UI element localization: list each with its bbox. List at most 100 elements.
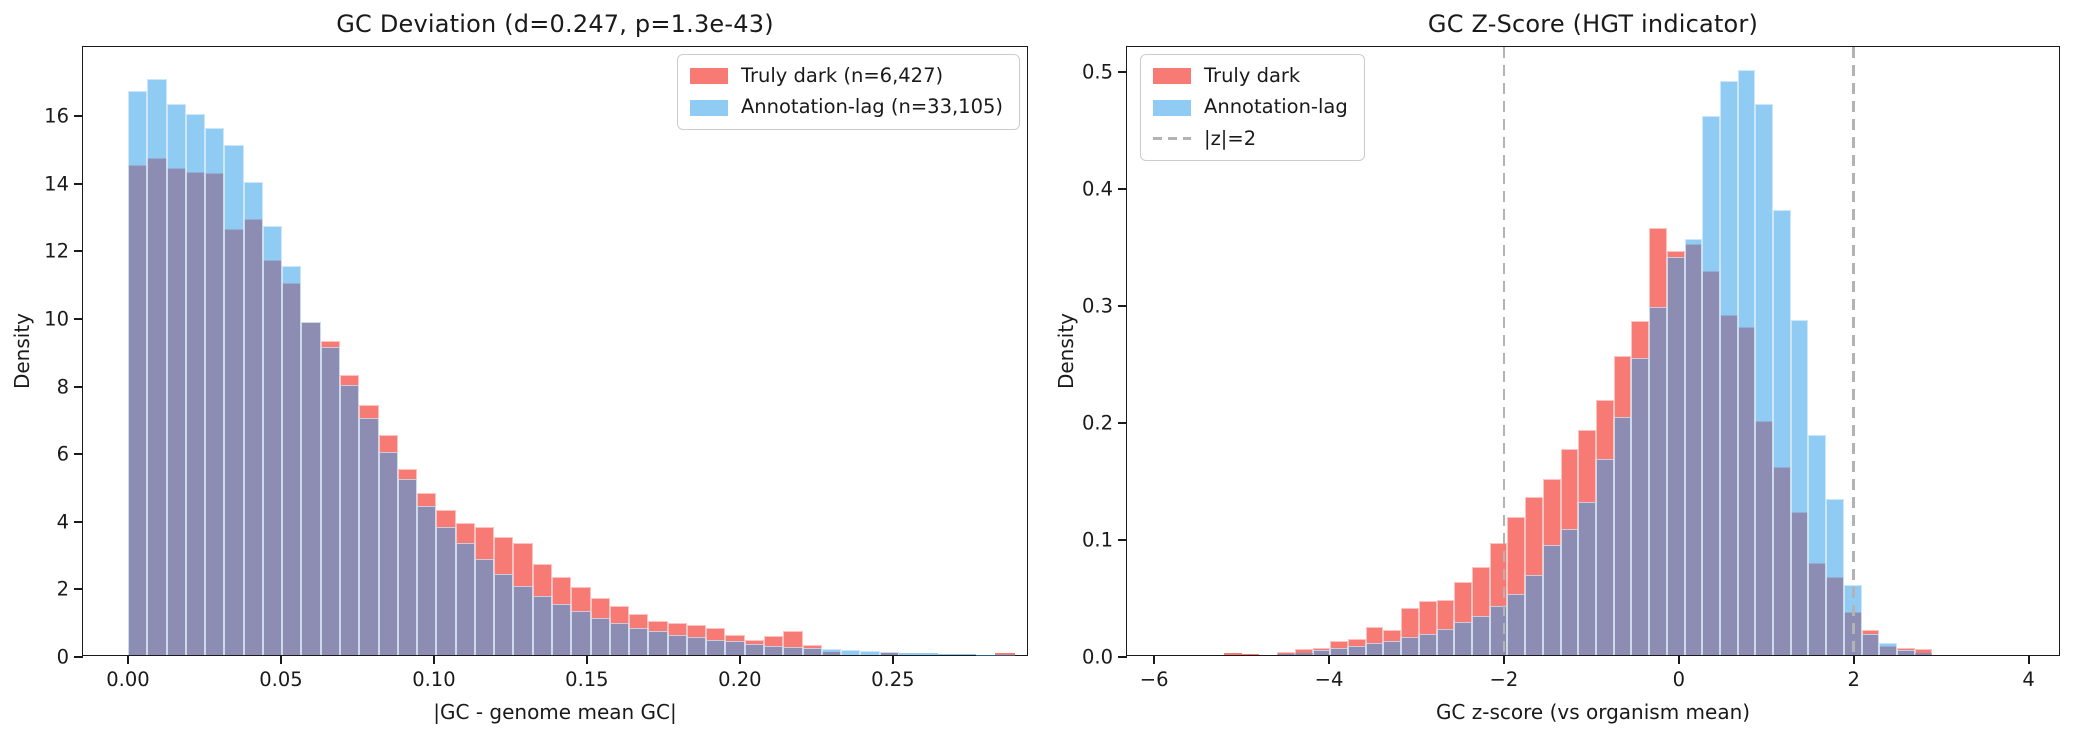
hist-bar-annotation-lag-n-33-105 — [879, 651, 899, 655]
hist-bar-annotation-lag-n-33-105 — [783, 646, 803, 655]
hist-bar-annotation-lag — [1914, 652, 1933, 655]
hist-bar-truly-dark — [1843, 611, 1862, 655]
hist-bar-annotation-lag — [1525, 575, 1543, 655]
hist-bar-truly-dark — [1330, 640, 1349, 655]
hist-bar-truly-dark — [1719, 315, 1738, 655]
chart-title: GC Deviation (d=0.247, p=1.3e-43) — [336, 10, 774, 38]
hist-bar-annotation-lag — [1507, 594, 1526, 655]
x-tick-mark — [1677, 655, 1680, 664]
x-tick-mark — [2027, 655, 2030, 664]
plot-area: 0.00 0.05 0.10 0.15 0.20 0.25 0 2 4 6 8 10 12 14 16 Tru… — [44, 46, 1028, 691]
hist-bar-truly-dark — [1436, 599, 1455, 655]
hist-bar-annotation-lag — [1383, 640, 1402, 655]
hist-bar-annotation-lag — [1365, 643, 1384, 655]
hist-bar-annotation-lag — [1418, 633, 1437, 655]
hist-bar-annotation-lag-n-33-105 — [706, 639, 726, 655]
y-axis-label: Density — [10, 312, 34, 390]
y-tick-mark — [1118, 70, 1127, 73]
hist-bar-truly-dark-n-6-427 — [127, 164, 148, 655]
hist-bar-annotation-lag — [1578, 501, 1596, 655]
threshold-line — [1852, 47, 1856, 655]
hist-bar-annotation-lag-n-33-105 — [937, 653, 957, 655]
y-tick-label: 10 — [44, 307, 69, 331]
y-tick-mark — [74, 385, 83, 388]
hist-bar-truly-dark-n-6-427 — [609, 606, 630, 655]
hist-bar-truly-dark — [1666, 251, 1685, 655]
hist-bar-truly-dark — [1773, 466, 1791, 655]
hist-bar-truly-dark-n-6-427 — [513, 543, 533, 655]
y-tick-label: 0.3 — [1081, 294, 1113, 318]
hist-bar-annotation-lag-n-33-105 — [898, 652, 919, 655]
y-tick-label: 8 — [56, 375, 69, 399]
hist-bar-annotation-lag-n-33-105 — [532, 595, 552, 655]
hist-bar-annotation-lag-n-33-105 — [205, 127, 225, 655]
hist-bar-truly-dark — [1489, 542, 1508, 655]
legend-color-patch-icon — [689, 68, 728, 85]
hist-bar-truly-dark — [1595, 399, 1614, 655]
threshold-line — [1502, 47, 1506, 655]
hist-bar-truly-dark — [1631, 321, 1650, 655]
hist-bar-annotation-lag-n-33-105 — [725, 641, 745, 655]
y-tick-label: 0.1 — [1081, 528, 1113, 552]
hist-bar-truly-dark-n-6-427 — [686, 624, 707, 655]
x-tick-label: 0.10 — [412, 668, 456, 691]
hist-bar-truly-dark-n-6-427 — [243, 219, 263, 655]
hist-bar-truly-dark — [1790, 512, 1809, 655]
hist-bar-annotation-lag — [1897, 650, 1915, 655]
legend-item: Annotation-lag — [1153, 95, 1348, 119]
hist-bar-annotation-lag-n-33-105 — [474, 558, 495, 655]
hist-bar-annotation-lag-n-33-105 — [301, 322, 321, 655]
y-axis-label: Density — [1054, 312, 1078, 390]
hist-bar-truly-dark — [1472, 567, 1490, 655]
hist-bar-annotation-lag — [1401, 637, 1419, 655]
hist-bar-annotation-lag-n-33-105 — [455, 543, 475, 655]
hist-bar-truly-dark-n-6-427 — [262, 259, 283, 655]
hist-bar-truly-dark — [1542, 479, 1561, 655]
legend-item: Truly dark (n=6,427) — [689, 64, 1003, 88]
hist-bar-truly-dark-n-6-427 — [224, 229, 244, 655]
hist-bar-annotation-lag-n-33-105 — [860, 651, 880, 655]
hist-bar-annotation-lag — [1560, 528, 1579, 655]
legend-color-patch-icon — [689, 99, 728, 116]
legend-item: Annotation-lag (n=33,105) — [689, 95, 1003, 119]
y-tick-mark — [1118, 656, 1127, 658]
hist-bar-truly-dark — [1684, 244, 1703, 655]
hist-bar-annotation-lag-n-33-105 — [262, 225, 283, 655]
hist-bar-truly-dark — [1808, 562, 1827, 655]
legend-label: Annotation-lag (n=33,105) — [740, 95, 1003, 119]
y-tick-label: 6 — [56, 442, 69, 466]
hist-bar-annotation-lag — [1843, 584, 1862, 655]
y-tick-mark — [1118, 421, 1127, 424]
hist-bar-annotation-lag — [1737, 69, 1756, 655]
hist-bar-annotation-lag-n-33-105 — [744, 643, 765, 655]
x-tick-mark — [1328, 655, 1331, 664]
hist-bar-truly-dark-n-6-427 — [725, 634, 745, 655]
chart-title: GC Z-Score (HGT indicator) — [1427, 10, 1759, 38]
hist-bar-annotation-lag-n-33-105 — [802, 648, 822, 655]
hist-bar-truly-dark-n-6-427 — [764, 636, 784, 655]
y-tick-label: 12 — [44, 239, 69, 263]
hist-bar-truly-dark-n-6-427 — [166, 168, 186, 655]
hist-bar-annotation-lag — [1773, 210, 1791, 655]
legend-label: Annotation-lag — [1204, 95, 1348, 119]
hist-bar-truly-dark — [1277, 651, 1295, 655]
y-tick-mark — [74, 588, 83, 591]
y-tick-label: 0.2 — [1081, 411, 1113, 435]
hist-bar-annotation-lag — [1790, 320, 1809, 655]
hist-bar-annotation-lag — [1330, 647, 1349, 655]
x-tick-label: 0.15 — [565, 668, 609, 691]
hist-bar-annotation-lag-n-33-105 — [185, 114, 206, 655]
legend: Truly dark Annotation-lag |z|=2 — [1140, 54, 1365, 162]
hist-bar-truly-dark — [1914, 649, 1933, 655]
x-tick-label: −2 — [1489, 668, 1519, 691]
hist-bar-truly-dark-n-6-427 — [494, 536, 514, 655]
x-tick-label: 0.25 — [871, 668, 915, 691]
hist-bar-truly-dark-n-6-427 — [205, 173, 225, 655]
y-tick-label: 4 — [56, 510, 69, 534]
hist-bar-annotation-lag-n-33-105 — [571, 611, 591, 655]
hist-bar-annotation-lag-n-33-105 — [821, 649, 842, 655]
hist-bar-annotation-lag-n-33-105 — [397, 479, 418, 655]
hist-bar-annotation-lag-n-33-105 — [686, 637, 707, 655]
hist-bar-truly-dark-n-6-427 — [474, 526, 495, 655]
